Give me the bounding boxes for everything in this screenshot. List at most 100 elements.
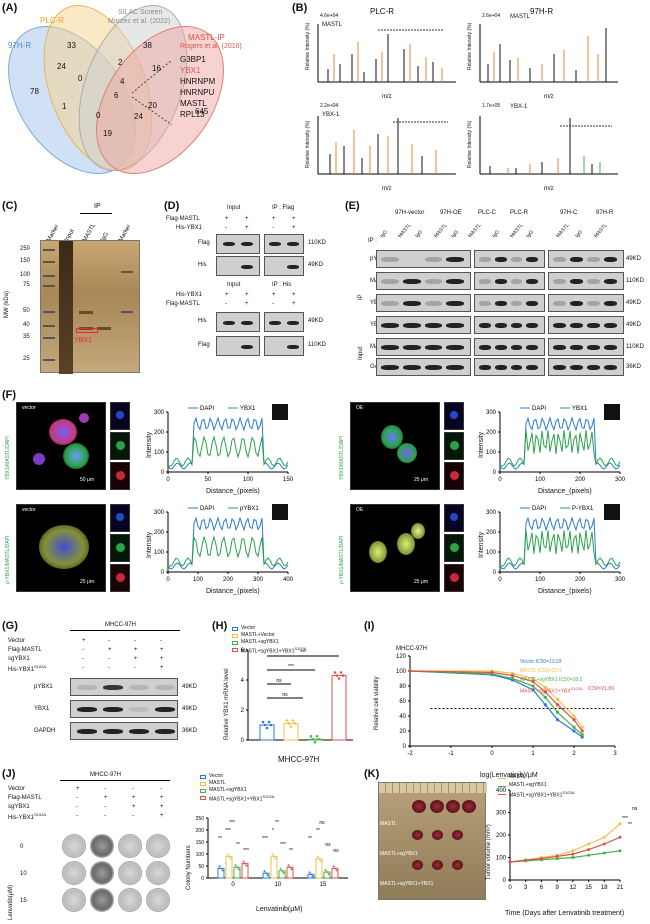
- spectrum-protein: MASTL: [510, 14, 531, 20]
- data-point: [245, 864, 248, 867]
- sign: +: [292, 301, 296, 307]
- y-tick: 300: [486, 510, 497, 516]
- x-tick: 1: [531, 751, 535, 757]
- gene-label: RPL13: [180, 110, 205, 119]
- blot: [216, 312, 260, 332]
- data-point: [602, 842, 606, 846]
- y-tick: 0: [161, 470, 165, 476]
- y-tick: 0: [161, 570, 165, 576]
- profile-thumbnail: [604, 504, 620, 520]
- y-tick: 400: [496, 788, 507, 794]
- gel-ylabel: MW (kDa): [4, 291, 10, 318]
- data-point: [236, 866, 238, 869]
- blot: [70, 678, 178, 696]
- sign: +: [134, 647, 138, 653]
- panel-label-h: (H): [212, 620, 228, 632]
- legend-entry: MASTL: [509, 774, 526, 780]
- significance: ***: [288, 664, 294, 670]
- blot: [548, 294, 624, 312]
- data-point: [315, 734, 319, 738]
- blot: [264, 336, 304, 356]
- cell-line-label: MHCC-97H: [105, 622, 137, 628]
- x-tick: 21: [617, 885, 624, 891]
- lane-label: MASTL: [509, 222, 525, 240]
- bar: [259, 724, 275, 741]
- legend-ybx1: pYBX1: [240, 506, 259, 512]
- sign: -: [160, 786, 162, 792]
- legend-entry: MASTL+sgYBX1+YBX1S102A: [241, 646, 307, 655]
- sign: +: [132, 795, 136, 801]
- y-tick: 0: [201, 876, 204, 882]
- sign: +: [160, 795, 164, 801]
- profile-plot: 0 100 200 300 400 0 100 200 300 DAPI pYBX1: [154, 504, 294, 583]
- data-point: [571, 849, 575, 853]
- venn-set-label: SILAC Screen: [118, 9, 163, 16]
- y-axis-label: Colony Numbers: [186, 845, 192, 890]
- legend-ybx1: YBX1: [240, 406, 256, 412]
- data-point: [266, 874, 269, 877]
- tumor: [412, 830, 423, 840]
- data-point: [263, 723, 267, 727]
- data-point: [327, 873, 330, 875]
- ybx1-line: [499, 529, 621, 570]
- data-point: [587, 848, 591, 852]
- y-tick: 0: [493, 470, 497, 476]
- profile-thumbnail: [272, 504, 288, 520]
- blot-head: IP : Flag: [272, 205, 295, 211]
- significance: **: [316, 828, 320, 834]
- significance: ns: [325, 842, 331, 848]
- if-tag: OE: [356, 507, 364, 513]
- group-label: MASTL+sgYBX1+YBX1: [380, 881, 434, 887]
- viability-line: [410, 670, 583, 728]
- lane-label: MASTL: [397, 222, 413, 240]
- legend-swatch: [498, 778, 506, 779]
- panel-label-c: (C): [2, 200, 18, 212]
- data-point: [281, 869, 283, 872]
- side-label: IP: [358, 294, 364, 300]
- legend-swatch: [232, 627, 238, 631]
- data-point: [289, 725, 293, 728]
- kd-label: 110KD: [308, 342, 326, 348]
- x-axis-label: Distance_(pixels): [538, 488, 592, 495]
- data-point: [226, 853, 229, 856]
- x-tick: 200: [575, 577, 586, 583]
- blot: [216, 336, 260, 356]
- panel-label-f: (F): [2, 389, 17, 401]
- data-point: [313, 740, 317, 744]
- data-point: [335, 869, 338, 872]
- significance: ***: [622, 816, 628, 822]
- legend-entry: MASTL+sgYBX1 IC50=18.2: [520, 677, 583, 683]
- sign: +: [245, 225, 249, 231]
- legend-dapi: DAPI: [200, 506, 214, 512]
- y-tick: 0: [503, 878, 507, 884]
- venn-count: 4: [120, 77, 125, 86]
- blot: [70, 722, 178, 740]
- spectrum-plot: [317, 24, 456, 83]
- data-point: [618, 849, 622, 853]
- y-tick: 100: [396, 669, 407, 675]
- x-axis-label: Time (Days after Lenvatinib treatment): [505, 910, 625, 917]
- x-tick: 6: [540, 885, 544, 891]
- tumor: [430, 800, 444, 813]
- y-tick: 200: [196, 828, 205, 834]
- dapi-line: [167, 516, 289, 570]
- kd-label: 110KD: [626, 278, 644, 284]
- data-point: [319, 859, 322, 862]
- x-tick: -2: [407, 751, 413, 757]
- data-point: [618, 835, 622, 839]
- y-tick: 120: [396, 654, 407, 660]
- x-tick: 9: [555, 885, 559, 891]
- row-label: His-YBX1S102A: [8, 812, 47, 822]
- data-point: [524, 858, 528, 862]
- sign: -: [82, 665, 84, 671]
- legend-entry: MASTL+sgYBX1+YBX1S102A: [509, 790, 575, 799]
- y-tick: 200: [154, 530, 165, 536]
- data-point: [408, 669, 412, 673]
- blot-head: Input: [227, 205, 241, 211]
- panel-label-k: (K): [364, 768, 380, 780]
- if-stain: p-YBX1/MASTL/DAPI: [5, 535, 11, 584]
- blot: [376, 338, 471, 356]
- kd-label: 36KD: [182, 728, 198, 734]
- spectrum-title: 97H-R: [530, 7, 554, 16]
- sign: -: [134, 665, 136, 671]
